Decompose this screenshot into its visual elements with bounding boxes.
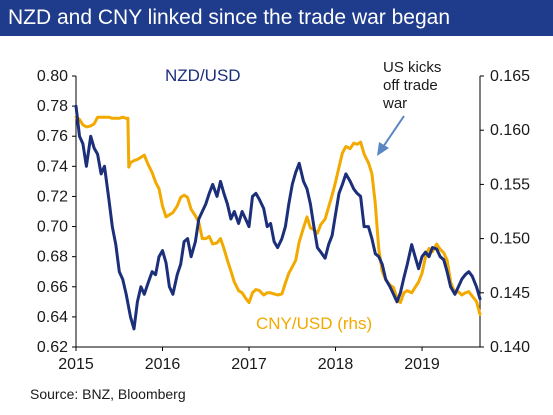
x-tick-label: 2018 [318, 356, 354, 373]
annotation-arrow-head [377, 142, 389, 156]
x-tick-label: 2015 [58, 356, 94, 373]
left-tick-label: 0.72 [37, 188, 68, 205]
annotation-text-line: war [382, 95, 407, 112]
right-tick-label: 0.145 [490, 285, 530, 302]
right-tick-label: 0.160 [490, 122, 530, 139]
left-tick-label: 0.76 [37, 128, 68, 145]
source-note: Source: BNZ, Bloomberg [30, 386, 186, 402]
annotation-arrow-shaft [382, 115, 405, 148]
left-tick-label: 0.78 [37, 98, 68, 115]
x-tick-label: 2017 [231, 356, 267, 373]
right-tick-label: 0.150 [490, 231, 530, 248]
right-tick-label: 0.140 [490, 339, 530, 356]
page-title: NZD and CNY linked since the trade war b… [0, 0, 553, 36]
nzd-usd-series-line [74, 104, 482, 331]
left-tick-label: 0.66 [37, 279, 68, 296]
cny-usd-series-label: CNY/USD (rhs) [256, 314, 372, 333]
left-tick-label: 0.62 [37, 339, 68, 356]
right-tick-label: 0.165 [490, 68, 530, 85]
left-tick-label: 0.68 [37, 249, 68, 266]
annotation-text-line: US kicks [383, 59, 441, 76]
left-tick-label: 0.70 [37, 219, 68, 236]
left-tick-label: 0.64 [37, 309, 68, 326]
annotation-text-line: off trade [383, 77, 438, 94]
nzd-usd-series-label: NZD/USD [165, 66, 241, 85]
x-tick-label: 2019 [404, 356, 440, 373]
line-chart: 0.62 0.64 0.66 0.68 0.70 0.72 0.74 0.76 0.78 0.80… [37, 59, 530, 373]
left-tick-label: 0.74 [37, 158, 68, 175]
cny-usd-series-line [74, 115, 482, 316]
right-tick-label: 0.155 [490, 176, 530, 193]
left-tick-label: 0.80 [37, 68, 68, 85]
x-tick-label: 2016 [145, 356, 181, 373]
